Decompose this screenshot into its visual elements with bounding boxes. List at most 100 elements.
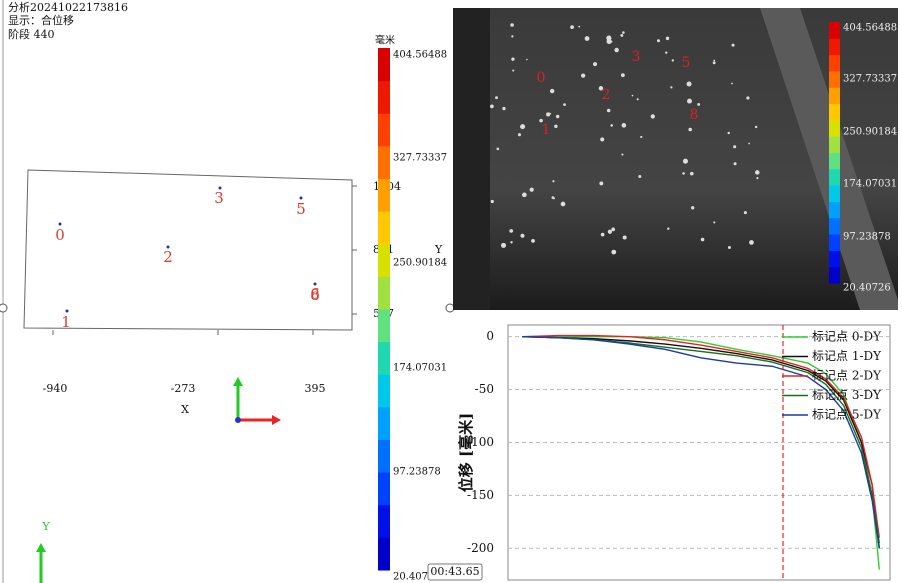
speckle	[621, 123, 627, 128]
y-tick-label: -50	[475, 382, 494, 396]
color-band	[829, 54, 840, 72]
colorbar-label: 174.07031	[393, 363, 447, 374]
point-label: 3	[214, 189, 224, 207]
image-colorbar	[829, 22, 840, 284]
speckle	[490, 104, 494, 109]
speckle	[552, 180, 555, 183]
color-band	[378, 341, 390, 375]
speckle	[682, 158, 689, 164]
color-band	[829, 168, 840, 186]
header-line: 阶段 440	[8, 27, 55, 41]
colorbar-label: 97.23878	[393, 467, 441, 478]
legend-label: 标记点 2-DY	[812, 369, 882, 383]
speckle	[581, 73, 586, 78]
speckle	[520, 233, 525, 238]
color-band	[378, 276, 390, 310]
color-band	[378, 113, 390, 147]
speckle	[731, 82, 733, 85]
speckle	[712, 61, 716, 65]
speckle	[500, 242, 507, 248]
points	[58, 186, 317, 313]
plot-area	[507, 324, 891, 581]
speckle	[593, 62, 598, 67]
speckle	[748, 142, 750, 145]
speckle	[539, 118, 543, 123]
speckle	[531, 238, 535, 243]
image-point-label: 1	[542, 122, 551, 138]
color-band	[378, 178, 390, 212]
image-colorbar-label: 20.40726	[843, 283, 891, 294]
speckle	[746, 96, 750, 100]
color-band	[378, 243, 390, 277]
y-tick-label: -200	[467, 541, 494, 555]
ticks	[52, 185, 357, 335]
colorbar	[378, 48, 390, 571]
colorbar-label: 327.73337	[393, 153, 447, 164]
speckle	[600, 137, 605, 142]
speckle	[511, 57, 515, 61]
image-point-label: 0	[537, 70, 546, 86]
speckle	[598, 86, 604, 91]
image-colorbar-label: 97.23878	[843, 232, 891, 243]
speckle	[622, 31, 625, 34]
point-label: 2	[163, 248, 173, 266]
speckle	[631, 94, 634, 97]
speckle	[687, 98, 692, 104]
header-line: 分析20241022173816	[8, 0, 128, 14]
speckle	[560, 201, 566, 207]
color-band	[378, 504, 390, 538]
color-band	[378, 80, 390, 114]
speckle	[584, 36, 590, 41]
color-band	[378, 374, 390, 408]
speckle	[511, 35, 514, 38]
splitter-handle[interactable]	[0, 303, 8, 313]
speckle	[502, 106, 506, 111]
speckle	[688, 127, 693, 132]
image-point-label: 2	[602, 87, 611, 103]
speckle	[656, 39, 661, 43]
speckle	[522, 192, 527, 198]
speckle	[754, 125, 758, 129]
speckle	[490, 199, 494, 204]
colorbar-title: 毫米	[375, 34, 395, 47]
color-band	[829, 152, 840, 170]
speckle	[606, 108, 611, 113]
speckle	[727, 131, 730, 135]
speckle	[496, 147, 500, 151]
speckle	[756, 177, 759, 180]
image-colorbar-label: 327.73337	[843, 74, 897, 85]
speckle	[665, 36, 670, 41]
series-line	[522, 335, 880, 549]
color-band	[829, 119, 840, 137]
speckle	[621, 153, 624, 156]
speckle	[638, 175, 642, 179]
speckle	[549, 88, 555, 94]
splitter-handle[interactable]	[445, 303, 455, 313]
speckle	[509, 229, 514, 233]
speckle	[546, 112, 551, 117]
legend-label: 标记点 5-DY	[812, 408, 882, 422]
image-colorbar-label: 174.07031	[843, 179, 897, 190]
image-point-label: 8	[690, 107, 699, 123]
speckle	[743, 211, 747, 215]
speckle	[606, 35, 612, 41]
speckle	[733, 162, 737, 166]
speckle	[563, 103, 566, 107]
legend-label: 标记点 0-DY	[812, 330, 882, 344]
speckle	[697, 102, 701, 106]
axis-triad	[36, 377, 281, 583]
color-band	[378, 48, 390, 82]
speckle	[727, 246, 731, 250]
x-tick-label: 395	[305, 382, 326, 395]
point-label: 1	[61, 313, 71, 331]
point-label: 6	[310, 285, 320, 303]
color-band	[378, 211, 390, 245]
speckle	[517, 133, 521, 137]
image-point-label: 3	[632, 49, 641, 65]
color-band	[829, 103, 840, 121]
header-line: 显示：合位移	[8, 13, 74, 27]
speckle	[733, 145, 737, 149]
speckle	[611, 227, 616, 232]
speckle	[650, 114, 655, 119]
